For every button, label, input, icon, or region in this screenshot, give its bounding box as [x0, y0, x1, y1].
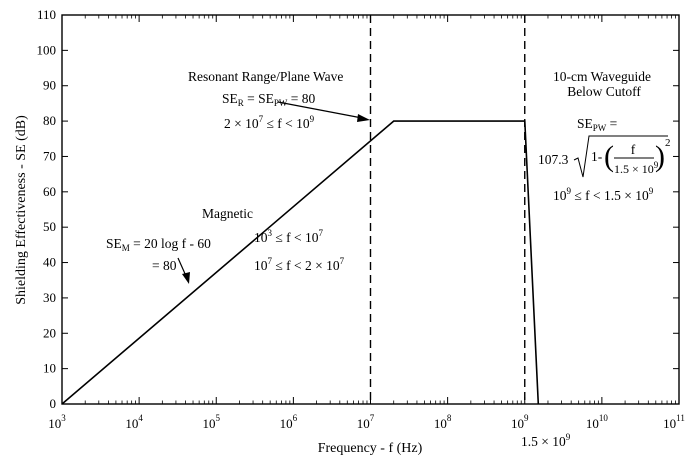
x-axis-ticks: 103 104 105 106 107 108 109 1010 1011	[48, 15, 685, 431]
cutoff-frequency-label: 1.5 × 109	[521, 432, 571, 449]
waveguide-frac-num: f	[631, 142, 636, 157]
resonant-equation: SER = SEPW = 80	[222, 91, 316, 108]
x-tick-label: 109	[511, 413, 529, 431]
series-lines	[61, 120, 540, 405]
y-tick-label: 40	[43, 255, 56, 270]
y-tick-label: 10	[43, 361, 56, 376]
waveguide-square-exp: 2	[665, 137, 671, 149]
magnetic-range-2: 107 ≤ f < 2 × 107	[254, 256, 345, 273]
x-tick-label: 1010	[586, 413, 609, 431]
waveguide-title-line2: Below Cutoff	[567, 84, 641, 99]
y-tick-label: 50	[43, 219, 56, 234]
x-tick-label: 106	[280, 413, 298, 431]
x-tick-label: 104	[125, 413, 143, 431]
waveguide-coefficient: 107.3	[538, 152, 569, 167]
y-tick-label: 90	[43, 78, 56, 93]
x-axis-label: Frequency - f (Hz)	[318, 441, 423, 456]
sqrt-symbol	[573, 135, 668, 178]
y-tick-label: 70	[43, 148, 56, 163]
se-curve	[61, 120, 540, 405]
magnetic-title: Magnetic	[202, 206, 253, 221]
waveguide-right-paren: )	[655, 140, 665, 173]
y-tick-label: 60	[43, 184, 56, 199]
resonant-title: Resonant Range/Plane Wave	[188, 69, 343, 84]
y-axis-ticks: 0 10 20 30 40 50 60 70 80 90 100 110	[37, 7, 679, 411]
waveguide-se-label: SEPW =	[577, 116, 617, 133]
waveguide-range: 109 ≤ f < 1.5 × 109	[553, 186, 654, 203]
waveguide-frac-den: 1.5 × 109	[614, 160, 659, 176]
resonant-range: 2 × 107 ≤ f < 109	[224, 114, 315, 131]
y-tick-label: 0	[50, 396, 57, 411]
waveguide-left-paren: (	[604, 140, 614, 173]
y-tick-label: 30	[43, 290, 56, 305]
y-tick-label: 80	[43, 113, 56, 128]
boundary-dashed-lines	[369, 15, 526, 404]
x-tick-label: 107	[357, 413, 375, 431]
y-tick-label: 100	[37, 42, 57, 57]
magnetic-arrow	[177, 257, 190, 284]
y-tick-label: 110	[37, 7, 56, 22]
waveguide-title-line1: 10-cm Waveguide	[553, 69, 651, 84]
x-tick-label: 1011	[663, 413, 685, 431]
magnetic-range-1: 103 ≤ f < 107	[254, 228, 324, 245]
waveguide-one-minus: 1-	[591, 149, 603, 164]
x-tick-label: 108	[434, 413, 452, 431]
y-axis-label: Shielding Effectiveness - SE (dB)	[14, 115, 29, 305]
x-tick-label: 105	[203, 413, 221, 431]
y-tick-label: 20	[43, 325, 56, 340]
x-tick-label: 103	[48, 413, 66, 431]
magnetic-equation-value: = 80	[152, 258, 177, 273]
magnetic-equation: SEM = 20 log f - 60	[106, 236, 211, 253]
resonant-arrow	[277, 101, 370, 122]
